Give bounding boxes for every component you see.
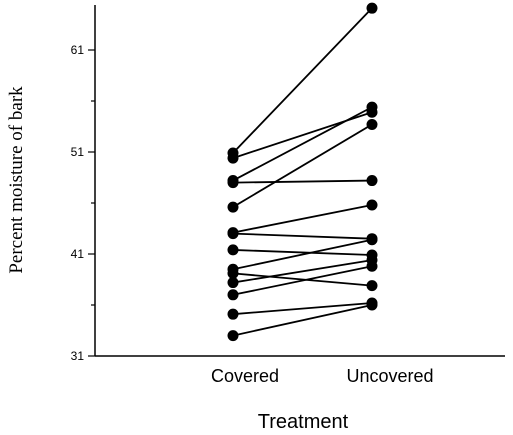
covered-point — [227, 244, 239, 256]
y-tick-labels: 31 41 51 61 — [71, 43, 85, 363]
x-axis-title: Treatment — [258, 411, 349, 433]
pair-line — [232, 232, 373, 240]
pair-line — [232, 259, 373, 284]
axes — [94, 5, 505, 357]
y-tick-label: 51 — [71, 145, 85, 159]
pair-line — [232, 123, 373, 208]
pair-line — [232, 272, 373, 287]
y-tick-label: 41 — [71, 247, 85, 261]
pair-line — [232, 179, 373, 184]
covered-point — [227, 152, 239, 164]
pair-line — [232, 238, 373, 271]
covered-point — [227, 228, 239, 240]
y-ticks — [88, 49, 95, 357]
pair-line — [232, 7, 373, 154]
covered-point — [227, 289, 239, 301]
pair-line — [232, 106, 373, 182]
pair-line — [232, 304, 373, 337]
uncovered-point — [366, 101, 378, 113]
pair-line — [232, 249, 373, 256]
uncovered-point — [366, 175, 378, 187]
covered-point — [227, 177, 239, 189]
uncovered-point — [366, 118, 378, 130]
covered-point — [227, 267, 239, 279]
pair-lines — [232, 7, 373, 337]
pair-line — [232, 204, 373, 234]
uncovered-point — [366, 280, 378, 292]
covered-point — [227, 330, 239, 342]
x-category-label: Uncovered — [346, 366, 433, 386]
covered-point — [227, 277, 239, 289]
y-tick-label: 61 — [71, 43, 85, 57]
uncovered-point — [366, 260, 378, 272]
pair-line — [232, 302, 373, 316]
pair-line — [232, 265, 373, 296]
category-labels: Covered Uncovered — [211, 366, 434, 386]
covered-point — [227, 201, 239, 213]
uncovered-point — [366, 199, 378, 211]
uncovered-point — [366, 299, 378, 311]
uncovered-point — [366, 2, 378, 14]
uncovered-point — [366, 234, 378, 246]
x-category-label: Covered — [211, 366, 279, 386]
points — [227, 2, 378, 342]
y-tick-label: 31 — [71, 349, 85, 363]
covered-point — [227, 308, 239, 320]
y-axis-title: Percent moisture of bark — [6, 86, 27, 274]
